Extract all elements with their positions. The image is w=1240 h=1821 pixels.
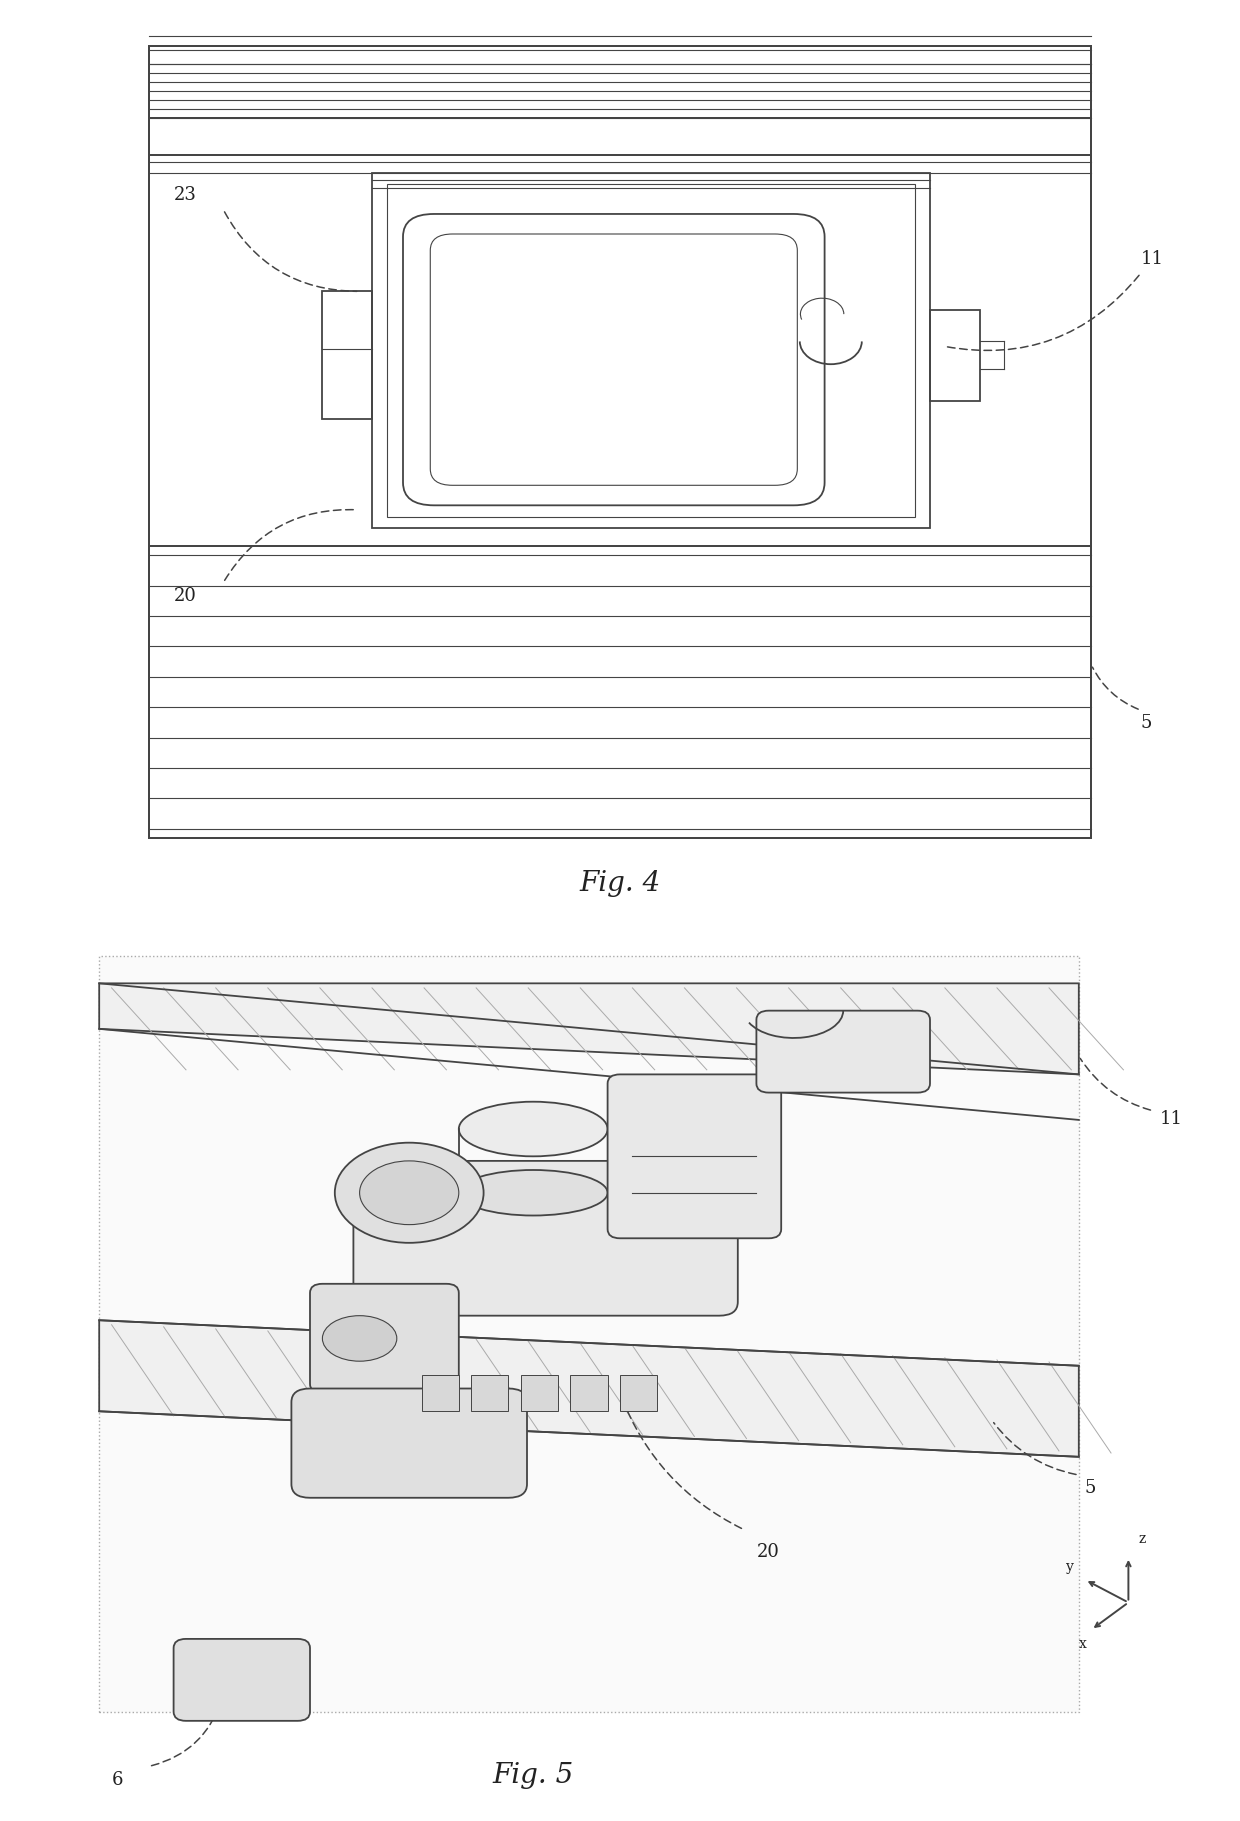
Bar [149,546,1091,838]
Text: 23: 23 [174,186,196,204]
Bar [930,310,980,401]
Bar [149,46,1091,838]
Bar [620,1375,657,1411]
Bar [372,173,930,528]
Text: 11: 11 [1159,1111,1183,1129]
Text: 6: 6 [112,1770,123,1788]
Text: z: z [1138,1531,1146,1546]
FancyBboxPatch shape [756,1011,930,1093]
Text: Fig. 5: Fig. 5 [492,1763,574,1788]
Bar [471,1375,508,1411]
Bar [521,1375,558,1411]
Bar [322,291,372,419]
Bar [570,1375,608,1411]
Bar [149,118,1091,546]
FancyBboxPatch shape [353,1162,738,1315]
Bar [422,1375,459,1411]
Bar [149,46,1091,118]
Ellipse shape [335,1144,484,1242]
Text: 20: 20 [174,586,196,605]
Text: Fig. 4: Fig. 4 [579,870,661,896]
Text: y: y [1066,1559,1074,1573]
Polygon shape [99,1320,1079,1457]
Text: 5: 5 [1141,714,1152,732]
Text: 20: 20 [756,1542,779,1561]
Ellipse shape [459,1102,608,1156]
FancyBboxPatch shape [608,1074,781,1238]
Ellipse shape [459,1169,608,1216]
Ellipse shape [322,1315,397,1362]
Text: 11: 11 [1141,249,1164,268]
Polygon shape [99,983,1079,1074]
FancyBboxPatch shape [174,1639,310,1721]
Text: x: x [1079,1637,1086,1652]
FancyBboxPatch shape [310,1284,459,1393]
FancyBboxPatch shape [291,1388,527,1497]
Bar [99,956,1079,1712]
Ellipse shape [360,1162,459,1224]
Bar [387,184,915,517]
Text: 5: 5 [1085,1479,1096,1497]
